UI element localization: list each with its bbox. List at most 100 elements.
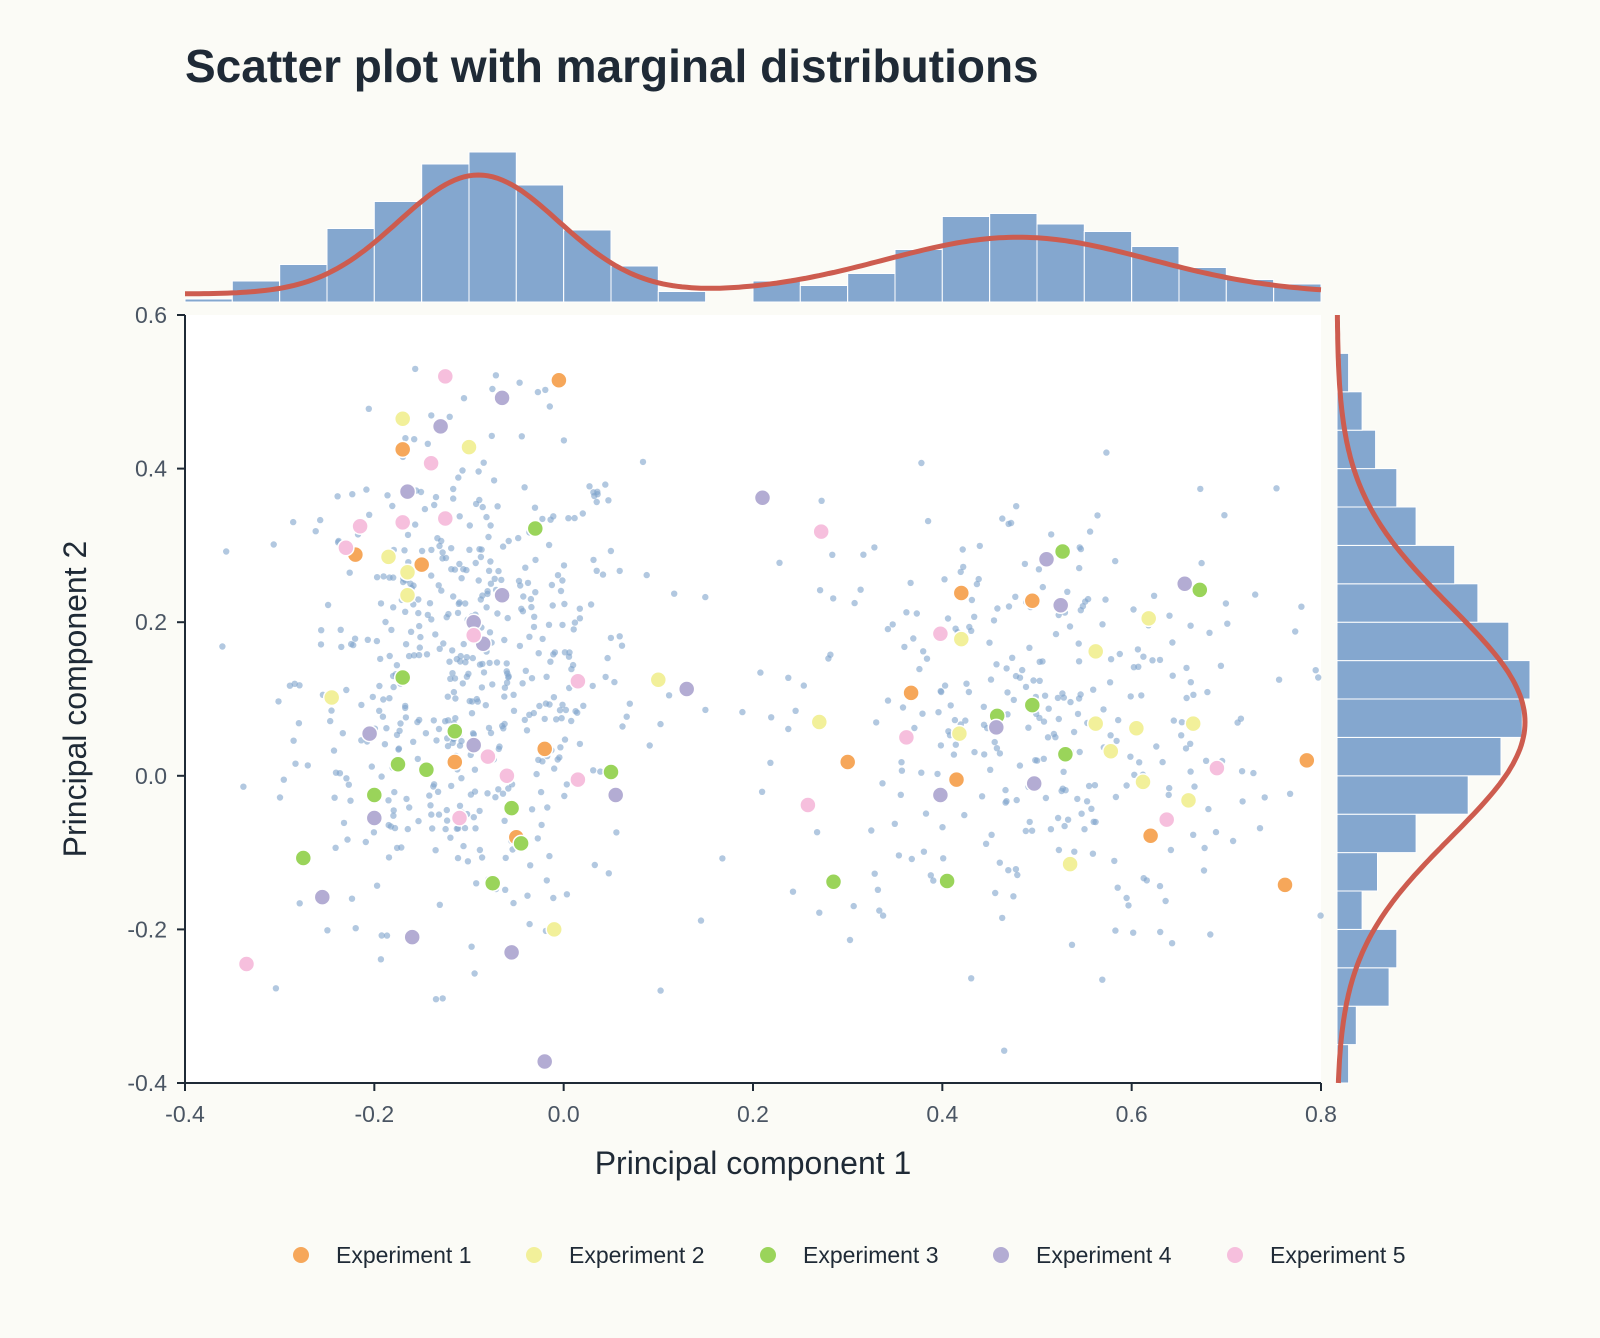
background-point [477, 553, 485, 561]
background-point [475, 468, 482, 475]
background-point [1061, 822, 1068, 830]
background-point [1125, 902, 1132, 909]
background-point [522, 564, 529, 571]
background-point [1075, 640, 1082, 647]
background-point [1112, 927, 1119, 934]
experiment-3-point [389, 755, 407, 774]
background-point [391, 824, 399, 832]
background-point [556, 707, 564, 714]
background-point [991, 738, 998, 746]
background-point [560, 562, 568, 569]
background-point [538, 821, 545, 829]
background-point [470, 814, 477, 821]
background-point [331, 794, 338, 801]
background-point [479, 503, 486, 511]
background-point [459, 680, 466, 687]
background-point [1106, 679, 1114, 686]
legend-label-experiment-1: Experiment 1 [336, 1242, 472, 1268]
background-point [1001, 1047, 1008, 1054]
experiment-4-point [313, 888, 332, 906]
background-point [417, 633, 424, 641]
background-point [618, 642, 626, 649]
background-point [364, 636, 371, 643]
background-point [1005, 603, 1013, 610]
kde-right-curve [1334, 315, 1528, 1084]
background-point [388, 626, 395, 634]
background-point [1002, 786, 1009, 794]
background-point [317, 641, 325, 648]
x-tick-label: -0.4 [165, 1101, 205, 1127]
background-point [390, 807, 397, 814]
background-point [827, 651, 834, 658]
background-point [454, 609, 462, 617]
background-point [453, 825, 461, 832]
background-point [450, 485, 457, 493]
background-point [338, 643, 345, 651]
experiment-5-point [351, 517, 369, 535]
background-point [483, 513, 490, 521]
background-point [296, 900, 303, 907]
background-point [407, 580, 414, 587]
background-point [930, 877, 937, 884]
experiment-4-point [535, 1052, 554, 1071]
experiment-1-point [1298, 751, 1316, 770]
x-tick-label: 0.4 [926, 1101, 958, 1127]
background-point [389, 502, 396, 510]
background-point [1149, 657, 1156, 664]
background-point [1200, 867, 1208, 874]
background-point [1312, 667, 1319, 674]
right-hist-bar [1336, 660, 1531, 700]
background-point [919, 710, 926, 717]
background-point [1042, 794, 1050, 802]
background-point [424, 440, 431, 447]
background-point [934, 770, 941, 778]
experiment-points [237, 367, 1316, 1071]
background-point [476, 807, 483, 815]
background-point [1123, 894, 1130, 902]
background-point [340, 819, 348, 827]
background-point [1103, 449, 1110, 456]
y-tick-label: 0.2 [135, 609, 167, 635]
background-point [472, 559, 479, 567]
experiment-3-point [446, 722, 464, 741]
background-point [471, 766, 479, 773]
background-point [318, 627, 325, 634]
background-point [1092, 818, 1099, 826]
background-point [468, 943, 475, 950]
top-hist-bar [563, 229, 612, 303]
background-point [1134, 646, 1142, 653]
background-point [448, 545, 455, 552]
background-point [534, 388, 542, 396]
background-point [295, 720, 303, 727]
background-point [382, 618, 389, 626]
background-point [1229, 837, 1237, 845]
background-point [1131, 771, 1138, 778]
background-point [891, 820, 898, 827]
background-point [850, 902, 857, 910]
background-point [1169, 639, 1176, 646]
background-point [524, 579, 532, 587]
legend-label-experiment-5: Experiment 5 [1270, 1242, 1406, 1268]
background-point [697, 917, 705, 924]
background-point [406, 804, 413, 811]
background-point [558, 715, 565, 722]
background-point [1003, 665, 1010, 672]
background-point [1010, 893, 1017, 900]
background-point [517, 582, 524, 589]
top-marginal-histogram [184, 151, 1322, 303]
background-point [1178, 732, 1185, 739]
x-tick-label: 0.6 [1116, 1101, 1148, 1127]
background-point [423, 651, 431, 658]
background-point [348, 895, 356, 902]
background-point [1070, 728, 1078, 736]
background-point [557, 587, 565, 595]
background-point [492, 794, 499, 801]
background-point [415, 651, 423, 659]
background-point [476, 496, 483, 504]
background-point [432, 996, 440, 1003]
experiment-3-point [502, 799, 521, 817]
background-point [599, 571, 607, 578]
background-point [937, 687, 944, 695]
background-point [484, 790, 491, 797]
background-point [1237, 715, 1245, 722]
